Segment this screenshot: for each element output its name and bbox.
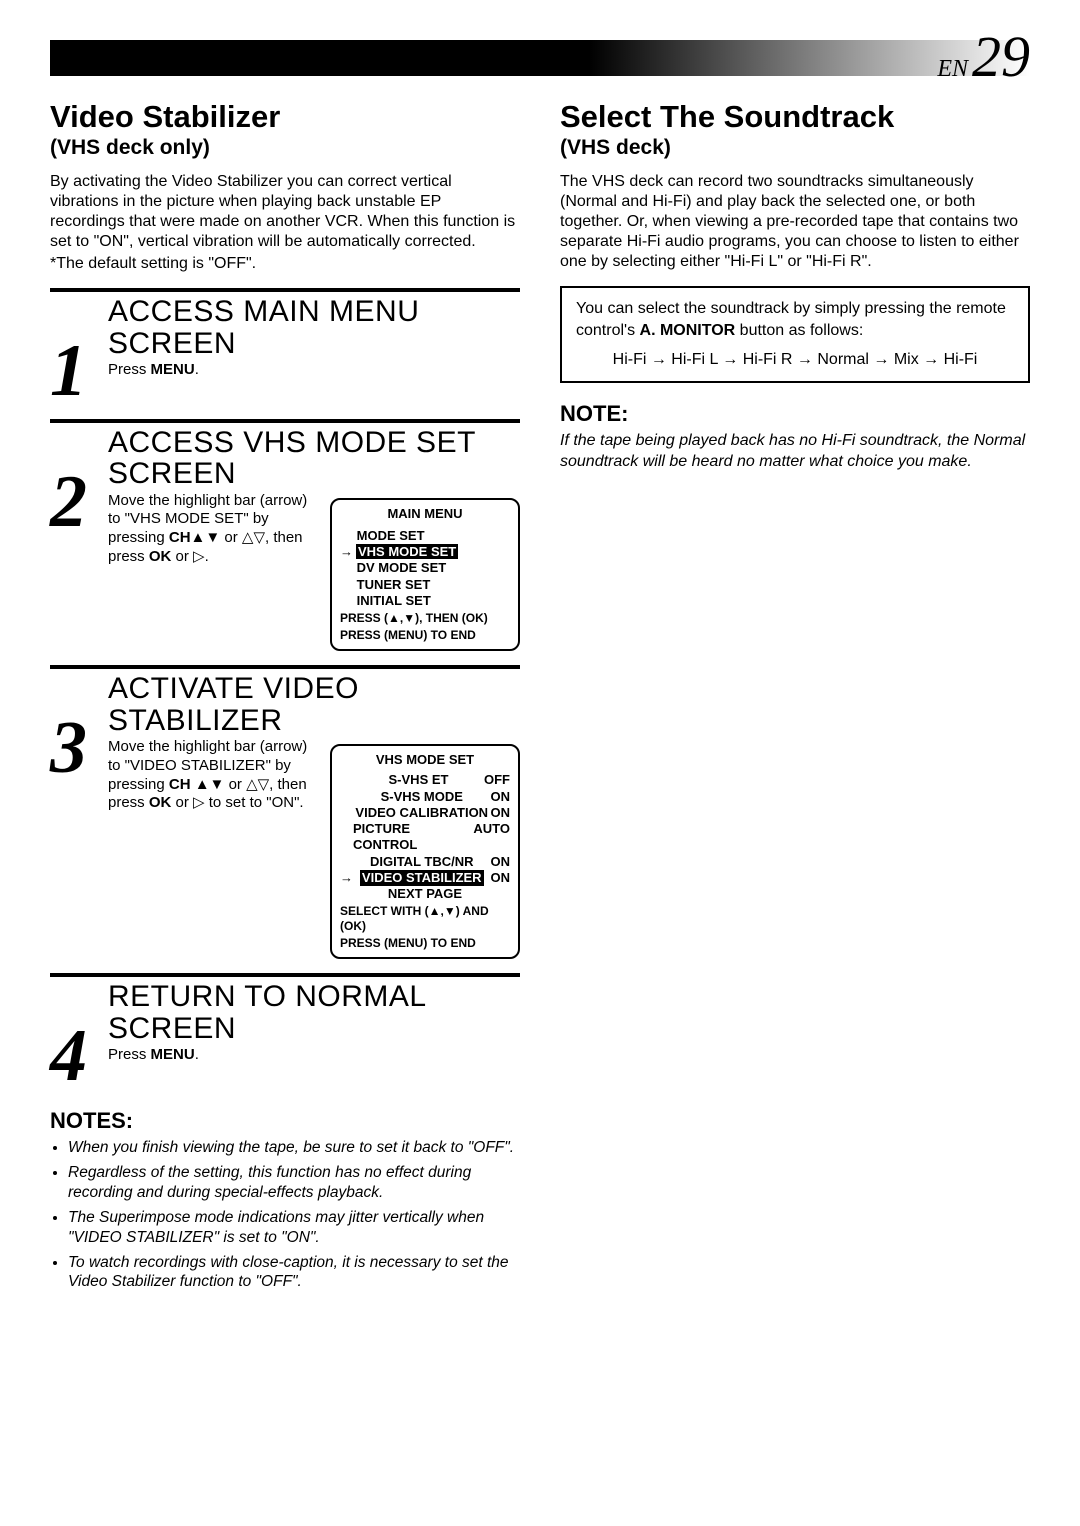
osd-footer: SELECT WITH (▲,▼) AND (OK) xyxy=(340,904,510,934)
note-item: When you finish viewing the tape, be sur… xyxy=(68,1138,520,1157)
osd-item: VHS MODE SET xyxy=(340,544,510,560)
soundtrack-box: You can select the soundtrack by simply … xyxy=(560,286,1030,383)
step-title: RETURN TO NORMAL SCREEN xyxy=(108,981,520,1044)
step-body: ACTIVATE VIDEO STABILIZERMove the highli… xyxy=(108,669,520,959)
right-title: Select The Soundtrack xyxy=(560,100,1030,134)
note-item: The Superimpose mode indications may jit… xyxy=(68,1208,520,1247)
right-subtitle: (VHS deck) xyxy=(560,136,1030,160)
right-intro: The VHS deck can record two soundtracks … xyxy=(560,172,1030,272)
page-num: 29 xyxy=(972,23,1030,90)
left-column: Video Stabilizer (VHS deck only) By acti… xyxy=(50,100,520,1298)
header-gradient-bar: EN 29 xyxy=(50,40,1030,76)
step-title: ACCESS MAIN MENU SCREEN xyxy=(108,296,520,359)
note-item: To watch recordings with close-caption, … xyxy=(68,1253,520,1292)
step-number: 2 xyxy=(50,423,108,652)
osd-row: → S-VHS MODEON xyxy=(340,789,510,805)
osd-item: → DV MODE SET xyxy=(340,560,510,576)
notes-title: NOTES: xyxy=(50,1108,520,1134)
osd-row: → S-VHS ETOFF xyxy=(340,772,510,788)
right-note-title: NOTE: xyxy=(560,401,1030,427)
step-text: Press MENU. xyxy=(108,361,520,380)
note-item: Regardless of the setting, this function… xyxy=(68,1163,520,1202)
osd-next-page: NEXT PAGE xyxy=(340,886,510,902)
soundtrack-sequence: Hi-Fi → Hi-Fi L → Hi-Fi R → Normal → Mix… xyxy=(576,349,1014,371)
notes-list: When you finish viewing the tape, be sur… xyxy=(50,1138,520,1292)
step-number: 3 xyxy=(50,669,108,959)
step: 1ACCESS MAIN MENU SCREEN Press MENU. xyxy=(50,288,520,405)
osd-row: → VIDEO STABILIZERON xyxy=(340,870,510,886)
right-note-text: If the tape being played back has no Hi-… xyxy=(560,431,1030,473)
step-text: Move the highlight bar (arrow) to "VHS M… xyxy=(108,492,318,567)
step-text: Press MENU. xyxy=(108,1046,520,1065)
page-prefix: EN xyxy=(937,56,968,83)
step: 3ACTIVATE VIDEO STABILIZERMove the highl… xyxy=(50,665,520,959)
left-intro-note: *The default setting is "OFF". xyxy=(50,254,520,274)
osd-item: → TUNER SET xyxy=(340,577,510,593)
step-body: ACCESS MAIN MENU SCREEN Press MENU. xyxy=(108,292,520,405)
left-intro: By activating the Video Stabilizer you c… xyxy=(50,172,520,252)
left-title: Video Stabilizer xyxy=(50,100,520,134)
osd-footer: PRESS (MENU) TO END xyxy=(340,936,510,951)
step-number: 4 xyxy=(50,977,108,1090)
osd-screen: MAIN MENU → MODE SETVHS MODE SET→ DV MODE… xyxy=(330,498,520,652)
soundtrack-box-text: You can select the soundtrack by simply … xyxy=(576,298,1014,341)
step-body: ACCESS VHS MODE SET SCREENMove the highl… xyxy=(108,423,520,652)
step-number: 1 xyxy=(50,292,108,405)
step-body: RETURN TO NORMAL SCREEN Press MENU. xyxy=(108,977,520,1090)
osd-item: → INITIAL SET xyxy=(340,593,510,609)
step: 4RETURN TO NORMAL SCREEN Press MENU. xyxy=(50,973,520,1090)
right-column: Select The Soundtrack (VHS deck) The VHS… xyxy=(560,100,1030,1298)
osd-row: → VIDEO CALIBRATIONON xyxy=(340,805,510,821)
osd-row: → PICTURE CONTROLAUTO xyxy=(340,821,510,854)
step: 2ACCESS VHS MODE SET SCREENMove the high… xyxy=(50,419,520,652)
osd-footer: PRESS (▲,▼), THEN (OK) xyxy=(340,611,510,626)
osd-footer: PRESS (MENU) TO END xyxy=(340,628,510,643)
osd-item: → MODE SET xyxy=(340,528,510,544)
osd-title: MAIN MENU xyxy=(340,506,510,522)
step-title: ACCESS VHS MODE SET SCREEN xyxy=(108,427,520,490)
osd-row: → DIGITAL TBC/NRON xyxy=(340,854,510,870)
step-title: ACTIVATE VIDEO STABILIZER xyxy=(108,673,520,736)
step-text: Move the highlight bar (arrow) to "VIDEO… xyxy=(108,738,318,813)
page-number: EN 29 xyxy=(937,23,1030,90)
osd-title: VHS MODE SET xyxy=(340,752,510,768)
osd-screen: VHS MODE SET→ S-VHS ETOFF→ S-VHS MODEON→… xyxy=(330,744,520,959)
left-subtitle: (VHS deck only) xyxy=(50,136,520,160)
